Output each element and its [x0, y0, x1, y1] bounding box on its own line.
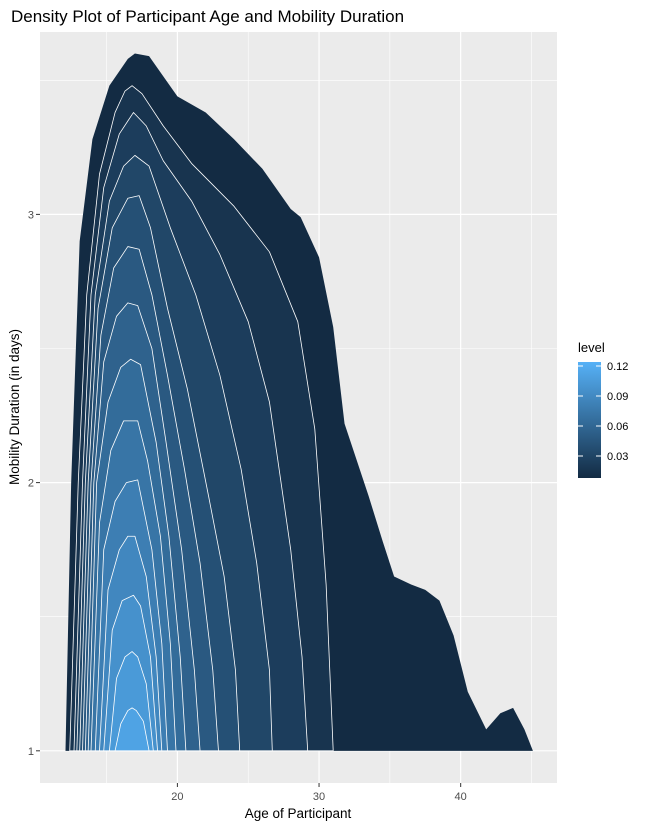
y-tick-label: 2 — [28, 478, 34, 490]
y-tick-label: 1 — [28, 746, 34, 758]
x-tick-label: 40 — [455, 791, 467, 803]
axis-tick-labels: 20 30 40 1 2 3 — [28, 209, 467, 803]
legend-label: 0.06 — [607, 421, 628, 433]
x-tick-label: 30 — [313, 791, 325, 803]
y-axis-title: Mobility Duration (in days) — [7, 329, 22, 485]
legend-label: 0.03 — [607, 451, 628, 463]
y-tick-label: 3 — [28, 209, 34, 221]
density-contours — [65, 53, 533, 752]
legend-title: level — [578, 340, 605, 355]
legend-colorbar — [578, 362, 601, 478]
x-tick-label: 20 — [171, 791, 183, 803]
density-contour-band-13 — [114, 707, 150, 752]
legend: level 0.03 0.06 0.09 0.12 — [578, 340, 628, 478]
chart-title: Density Plot of Participant Age and Mobi… — [11, 7, 404, 26]
legend-label: 0.09 — [607, 391, 628, 403]
axis-ticks — [36, 213, 462, 787]
legend-ticks: 0.03 0.06 0.09 0.12 — [578, 361, 628, 463]
legend-label: 0.12 — [607, 361, 628, 373]
x-axis-title: Age of Participant — [245, 806, 352, 821]
